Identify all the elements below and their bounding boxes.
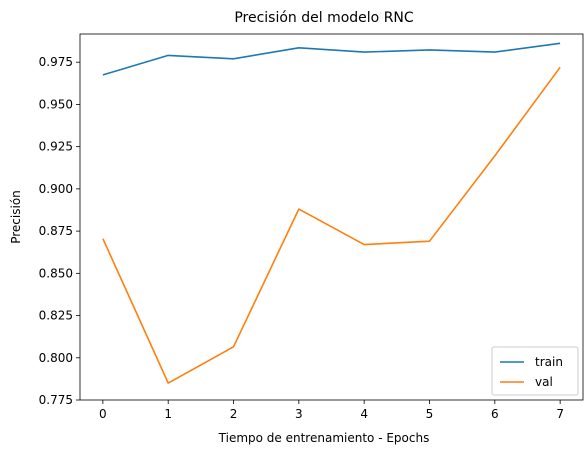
legend-label-train: train xyxy=(535,355,563,369)
x-tick-label: 2 xyxy=(230,407,238,421)
x-tick-label: 3 xyxy=(295,407,303,421)
chart-title: Precisión del modelo RNC xyxy=(234,10,414,26)
y-tick-label: 0.900 xyxy=(39,182,73,196)
legend-box xyxy=(491,346,579,396)
x-tick-label: 7 xyxy=(556,407,564,421)
series-line-val xyxy=(102,66,561,384)
y-tick-label: 0.775 xyxy=(39,393,73,407)
x-tick-label: 5 xyxy=(426,407,434,421)
x-tick-label: 1 xyxy=(164,407,172,421)
x-tick-label: 0 xyxy=(99,407,107,421)
legend-label-val: val xyxy=(535,375,553,389)
y-tick-label: 0.925 xyxy=(39,140,73,154)
y-tick-label: 0.825 xyxy=(39,309,73,323)
y-axis: 0.775 0.800 0.825 0.850 0.875 0.900 0.925 0.950… xyxy=(39,55,80,407)
x-axis: 0 1 2 3 4 5 6 7 xyxy=(99,400,564,421)
x-axis-label: Tiempo de entrenamiento - Epochs xyxy=(218,431,430,445)
y-tick-label: 0.975 xyxy=(39,55,73,69)
y-axis-label: Precisión xyxy=(9,190,23,244)
x-tick-label: 6 xyxy=(491,407,499,421)
y-tick-label: 0.950 xyxy=(39,97,73,111)
y-tick-label: 0.800 xyxy=(39,351,73,365)
plot-frame xyxy=(79,33,584,401)
plot-area xyxy=(102,42,561,384)
legend: train val xyxy=(491,346,579,396)
y-tick-label: 0.850 xyxy=(39,266,73,280)
series-line-train xyxy=(102,42,561,76)
y-tick-label: 0.875 xyxy=(39,224,73,238)
x-tick-label: 4 xyxy=(360,407,368,421)
